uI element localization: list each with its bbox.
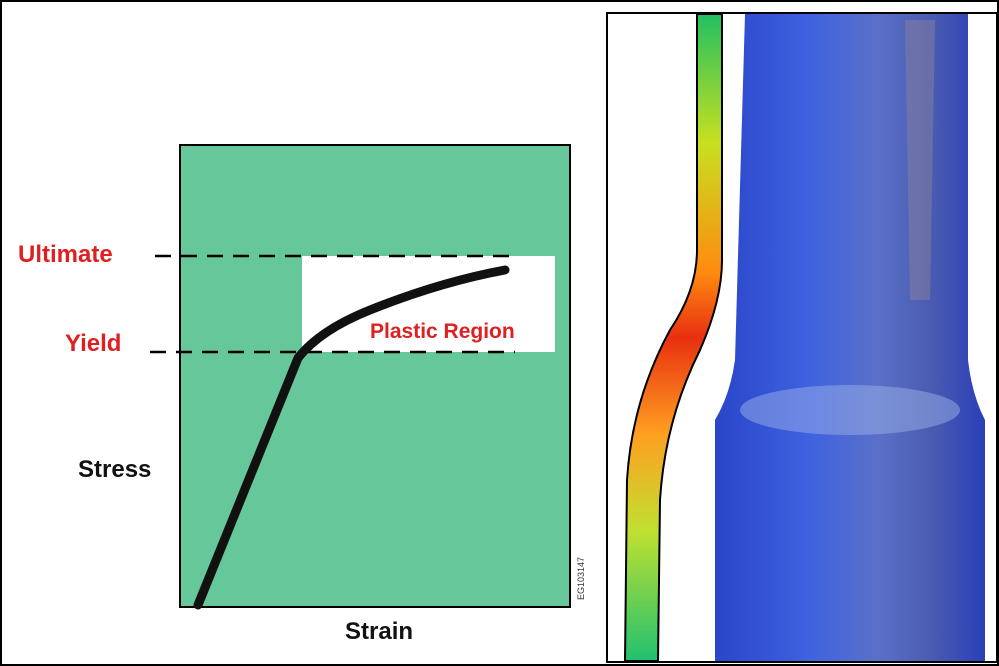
x-axis-label: Strain: [345, 618, 413, 645]
pipe-shading: [905, 20, 935, 300]
y-axis-label: Stress: [78, 456, 151, 483]
pipe: [715, 14, 985, 661]
region-label: Plastic Region: [370, 320, 515, 343]
yield-label: Yield: [65, 330, 121, 357]
pipe-highlight: [740, 385, 960, 435]
ultimate-label: Ultimate: [18, 241, 113, 268]
plot-area: [180, 145, 570, 607]
figure-code: EG103147: [576, 557, 586, 600]
figure: Ultimate Yield Stress Strain Plastic Reg…: [0, 0, 999, 666]
